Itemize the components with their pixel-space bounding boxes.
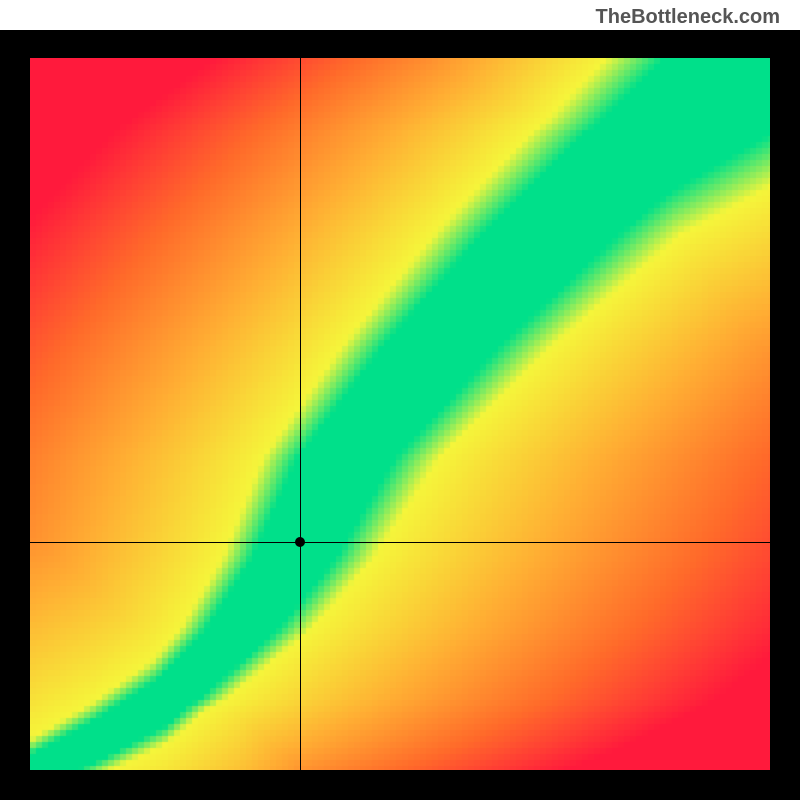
heatmap-canvas (30, 58, 770, 770)
chart-outer-frame (0, 30, 800, 800)
chart-container: TheBottleneck.com (0, 0, 800, 800)
crosshair-vertical (300, 58, 301, 770)
crosshair-horizontal (30, 542, 770, 543)
watermark-text: TheBottleneck.com (596, 6, 780, 29)
crosshair-marker-dot (295, 537, 305, 547)
heatmap-plot-area (30, 58, 770, 770)
